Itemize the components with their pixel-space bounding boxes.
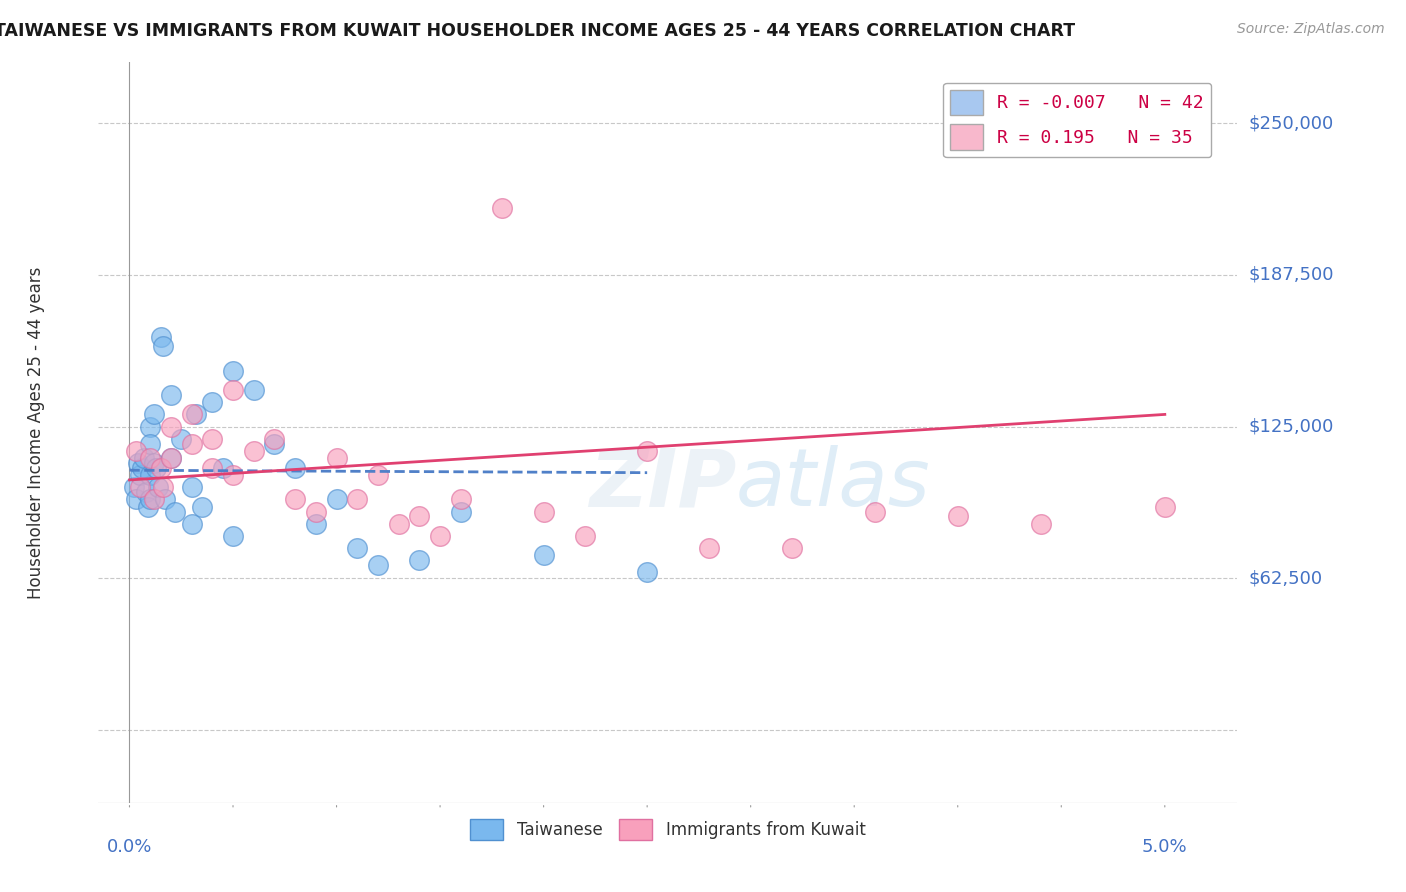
Point: [346, 541, 368, 555]
Point: [180, 516, 202, 531]
Point: [128, 480, 150, 494]
Point: [780, 541, 803, 555]
Point: [201, 432, 224, 446]
Point: [139, 419, 162, 434]
Point: [143, 492, 166, 507]
Text: TAIWANESE VS IMMIGRANTS FROM KUWAIT HOUSEHOLDER INCOME AGES 25 - 44 YEARS CORREL: TAIWANESE VS IMMIGRANTS FROM KUWAIT HOUS…: [0, 22, 1074, 40]
Legend: Taiwanese, Immigrants from Kuwait: Taiwanese, Immigrants from Kuwait: [464, 813, 872, 847]
Point: [636, 565, 658, 579]
Point: [201, 460, 224, 475]
Point: [132, 451, 155, 466]
Point: [149, 330, 172, 344]
Point: [160, 451, 183, 466]
Point: [863, 504, 886, 518]
Point: [491, 201, 513, 215]
Text: 0.0%: 0.0%: [107, 838, 152, 855]
Point: [636, 443, 658, 458]
Point: [1029, 516, 1052, 531]
Point: [305, 516, 328, 531]
Point: [222, 364, 245, 378]
Point: [184, 408, 207, 422]
Point: [131, 460, 153, 475]
Point: [263, 436, 285, 450]
Point: [139, 436, 162, 450]
Point: [163, 504, 186, 518]
Text: Source: ZipAtlas.com: Source: ZipAtlas.com: [1237, 22, 1385, 37]
Point: [450, 504, 472, 518]
Point: [325, 492, 347, 507]
Point: [135, 485, 157, 500]
Point: [148, 480, 170, 494]
Point: [263, 432, 285, 446]
Point: [429, 529, 451, 543]
Point: [139, 492, 162, 507]
Text: $187,500: $187,500: [1249, 266, 1334, 284]
Point: [149, 460, 172, 475]
Point: [180, 408, 202, 422]
Point: [128, 468, 150, 483]
Point: [222, 468, 245, 483]
Text: Householder Income Ages 25 - 44 years: Householder Income Ages 25 - 44 years: [27, 267, 45, 599]
Point: [697, 541, 720, 555]
Point: [408, 509, 430, 524]
Point: [450, 492, 472, 507]
Point: [191, 500, 214, 514]
Point: [145, 460, 167, 475]
Point: [533, 548, 555, 562]
Point: [367, 468, 389, 483]
Point: [160, 451, 183, 466]
Point: [201, 395, 224, 409]
Point: [284, 492, 307, 507]
Point: [180, 436, 202, 450]
Point: [325, 451, 347, 466]
Point: [152, 480, 174, 494]
Point: [125, 492, 148, 507]
Point: [125, 443, 148, 458]
Text: $62,500: $62,500: [1249, 569, 1323, 587]
Point: [242, 443, 264, 458]
Text: ZIP: ZIP: [589, 445, 737, 524]
Point: [122, 480, 145, 494]
Point: [139, 451, 162, 466]
Point: [388, 516, 411, 531]
Point: [367, 558, 389, 572]
Point: [136, 500, 159, 514]
Point: [946, 509, 969, 524]
Point: [160, 388, 183, 402]
Point: [170, 432, 193, 446]
Point: [127, 456, 149, 470]
Point: [222, 529, 245, 543]
Text: atlas: atlas: [737, 445, 931, 524]
Point: [242, 383, 264, 397]
Point: [305, 504, 328, 518]
Point: [160, 419, 183, 434]
Point: [574, 529, 596, 543]
Point: [143, 408, 166, 422]
Point: [346, 492, 368, 507]
Point: [180, 480, 202, 494]
Point: [1153, 500, 1175, 514]
Point: [533, 504, 555, 518]
Text: 5.0%: 5.0%: [1142, 838, 1188, 855]
Point: [153, 492, 176, 507]
Point: [284, 460, 307, 475]
Point: [408, 553, 430, 567]
Point: [143, 456, 166, 470]
Point: [222, 383, 245, 397]
Point: [211, 460, 233, 475]
Point: [152, 339, 174, 353]
Text: $250,000: $250,000: [1249, 114, 1334, 132]
Point: [139, 468, 162, 483]
Text: $125,000: $125,000: [1249, 417, 1334, 435]
